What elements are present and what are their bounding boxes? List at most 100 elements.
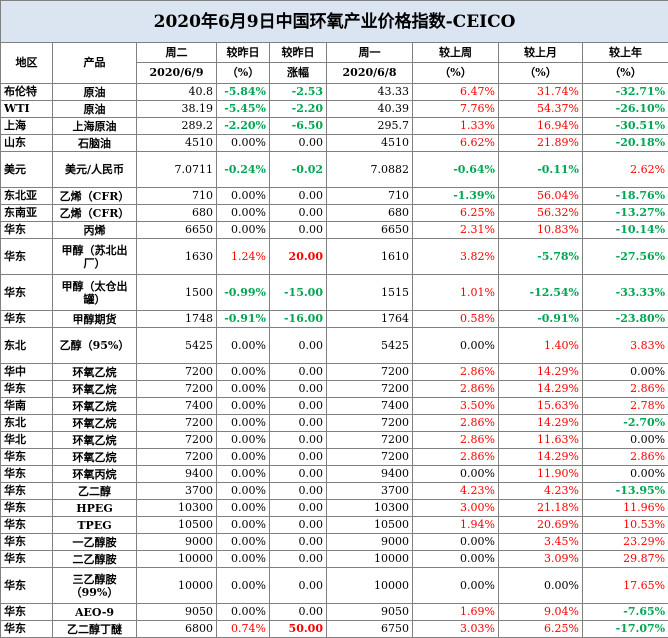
- product-cell: 甲醇（太仓出罐）: [53, 275, 137, 311]
- header-vs-yesterday-change-unit: 涨幅: [270, 63, 327, 84]
- vs-last-month-cell: 9.04%: [499, 604, 583, 621]
- product-cell: 原油: [53, 84, 137, 101]
- product-cell: 乙烯（CFR）: [53, 188, 137, 205]
- product-cell: 美元/人民币: [53, 152, 137, 188]
- vs-last-month-cell: 21.18%: [499, 500, 583, 517]
- monday-price-cell: 9000: [327, 534, 413, 551]
- vs-yesterday-change-cell: -2.20: [270, 101, 327, 118]
- tuesday-price-cell: 6650: [137, 222, 217, 239]
- vs-last-week-cell: 0.58%: [413, 311, 499, 328]
- vs-yesterday-pct-cell: 0.00%: [217, 415, 270, 432]
- monday-price-cell: 6650: [327, 222, 413, 239]
- vs-yesterday-pct-cell: 0.00%: [217, 551, 270, 568]
- tuesday-price-cell: 7.0711: [137, 152, 217, 188]
- vs-yesterday-pct-cell: 0.00%: [217, 364, 270, 381]
- vs-last-month-cell: 1.40%: [499, 328, 583, 364]
- vs-last-week-cell: 6.47%: [413, 84, 499, 101]
- vs-last-month-cell: 14.29%: [499, 381, 583, 398]
- monday-price-cell: 40.39: [327, 101, 413, 118]
- tuesday-price-cell: 10000: [137, 551, 217, 568]
- monday-price-cell: 1764: [327, 311, 413, 328]
- product-cell: AEO-9: [53, 604, 137, 621]
- vs-yesterday-pct-cell: 0.00%: [217, 517, 270, 534]
- vs-last-week-cell: 2.86%: [413, 381, 499, 398]
- vs-last-year-cell: 29.87%: [583, 551, 668, 568]
- monday-price-cell: 10300: [327, 500, 413, 517]
- vs-last-month-cell: 54.37%: [499, 101, 583, 118]
- vs-last-year-cell: -17.07%: [583, 621, 668, 638]
- vs-last-week-cell: 2.86%: [413, 432, 499, 449]
- region-cell: WTI: [1, 101, 53, 118]
- vs-last-month-cell: 14.29%: [499, 415, 583, 432]
- monday-price-cell: 7200: [327, 364, 413, 381]
- tuesday-price-cell: 40.8: [137, 84, 217, 101]
- tuesday-price-cell: 9050: [137, 604, 217, 621]
- vs-yesterday-pct-cell: 0.00%: [217, 534, 270, 551]
- product-cell: 甲醇期货: [53, 311, 137, 328]
- header-monday: 周一: [327, 43, 413, 63]
- vs-yesterday-change-cell: -0.02: [270, 152, 327, 188]
- vs-yesterday-change-cell: 0.00: [270, 551, 327, 568]
- monday-price-cell: 43.33: [327, 84, 413, 101]
- vs-yesterday-change-cell: 0.00: [270, 381, 327, 398]
- header-vs-yesterday-unit: （%）: [217, 63, 270, 84]
- vs-last-month-cell: 14.29%: [499, 449, 583, 466]
- product-cell: HPEG: [53, 500, 137, 517]
- vs-last-week-cell: 7.76%: [413, 101, 499, 118]
- header-row-1: 地区 产品 周二 较昨日 较昨日 周一 较上周 较上月 较上年: [1, 43, 668, 63]
- monday-price-cell: 1610: [327, 239, 413, 275]
- vs-yesterday-pct-cell: 0.00%: [217, 432, 270, 449]
- vs-yesterday-change-cell: 0.00: [270, 364, 327, 381]
- tuesday-price-cell: 7200: [137, 432, 217, 449]
- product-cell: 环氧乙烷: [53, 381, 137, 398]
- vs-last-month-cell: 6.25%: [499, 621, 583, 638]
- monday-price-cell: 7200: [327, 432, 413, 449]
- vs-last-year-cell: -13.27%: [583, 205, 668, 222]
- monday-price-cell: 7200: [327, 449, 413, 466]
- vs-last-month-cell: 56.32%: [499, 205, 583, 222]
- vs-yesterday-change-cell: 0.00: [270, 188, 327, 205]
- vs-last-year-cell: -18.76%: [583, 188, 668, 205]
- monday-price-cell: 6750: [327, 621, 413, 638]
- tuesday-price-cell: 5425: [137, 328, 217, 364]
- product-cell: 丙烯: [53, 222, 137, 239]
- region-cell: 华东: [1, 239, 53, 275]
- vs-yesterday-pct-cell: 0.00%: [217, 449, 270, 466]
- vs-last-week-cell: 3.82%: [413, 239, 499, 275]
- monday-price-cell: 710: [327, 188, 413, 205]
- vs-yesterday-pct-cell: -0.91%: [217, 311, 270, 328]
- monday-price-cell: 3700: [327, 483, 413, 500]
- region-cell: 华东: [1, 551, 53, 568]
- vs-last-year-cell: 3.83%: [583, 328, 668, 364]
- vs-yesterday-pct-cell: 0.00%: [217, 466, 270, 483]
- region-cell: 华东: [1, 483, 53, 500]
- vs-yesterday-change-cell: 20.00: [270, 239, 327, 275]
- region-cell: 华东: [1, 311, 53, 328]
- tuesday-price-cell: 1500: [137, 275, 217, 311]
- vs-last-week-cell: -1.39%: [413, 188, 499, 205]
- monday-price-cell: 1515: [327, 275, 413, 311]
- product-cell: 上海原油: [53, 118, 137, 135]
- vs-last-month-cell: 16.94%: [499, 118, 583, 135]
- vs-last-week-cell: 0.00%: [413, 328, 499, 364]
- region-cell: 华东: [1, 568, 53, 604]
- vs-yesterday-pct-cell: -2.20%: [217, 118, 270, 135]
- region-cell: 华东: [1, 466, 53, 483]
- tuesday-price-cell: 10300: [137, 500, 217, 517]
- region-cell: 美元: [1, 152, 53, 188]
- region-cell: 东南亚: [1, 205, 53, 222]
- vs-last-week-cell: 0.00%: [413, 466, 499, 483]
- tuesday-price-cell: 6800: [137, 621, 217, 638]
- vs-yesterday-pct-cell: 0.00%: [217, 604, 270, 621]
- product-cell: 一乙醇胺: [53, 534, 137, 551]
